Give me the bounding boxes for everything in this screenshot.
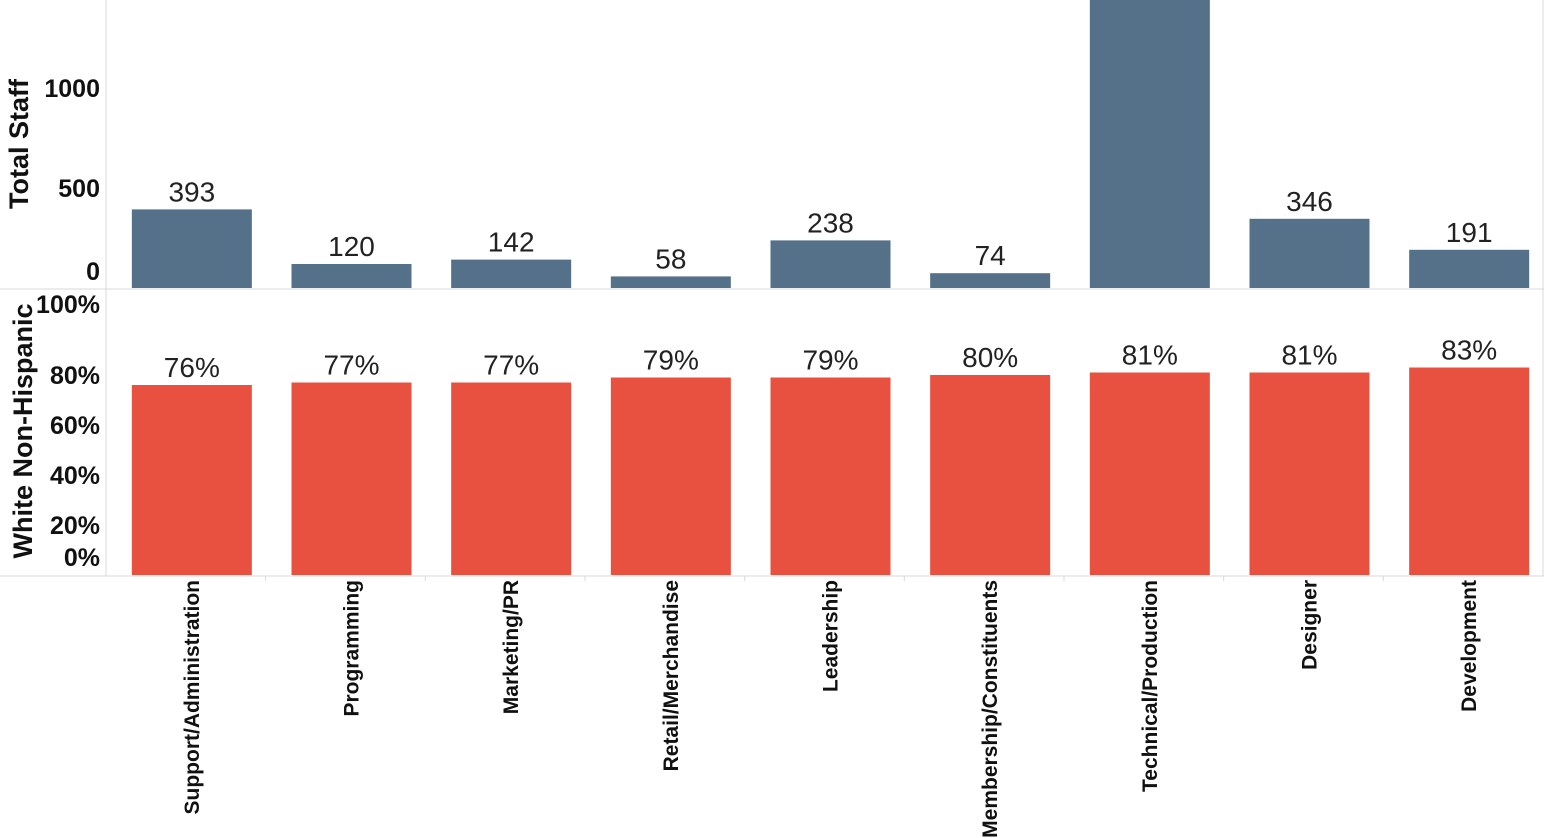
white-non-hispanic-bar (451, 382, 572, 575)
white-non-hispanic-tick-label: 80% (50, 362, 100, 390)
white-non-hispanic-data-label: 79% (643, 345, 699, 376)
total-staff-bar (610, 276, 731, 288)
total-staff-data-label: 142 (488, 227, 535, 258)
white-non-hispanic-tick-label: 100% (36, 291, 100, 319)
total-staff-bar (1409, 249, 1530, 288)
total-staff-data-label: 393 (168, 176, 215, 207)
white-non-hispanic-bar (610, 377, 731, 575)
white-non-hispanic-tick-label: 0% (64, 544, 100, 572)
category-label: Programming (341, 580, 364, 717)
white-non-hispanic-bar (1409, 367, 1530, 575)
category-label: Support/Administration (181, 580, 204, 815)
total-staff-bar (1089, 0, 1210, 289)
white-non-hispanic-tick-label: 40% (50, 462, 100, 490)
total-staff-data-label: 74 (975, 240, 1006, 271)
total-staff-data-label: 191 (1446, 217, 1493, 248)
white-non-hispanic-data-label: 79% (802, 345, 858, 376)
total-staff-bar (291, 264, 412, 288)
total-staff-axis-title: Total Staff (4, 78, 34, 209)
white-non-hispanic-bar (770, 377, 891, 575)
white-non-hispanic-tick-label: 60% (50, 412, 100, 440)
total-staff-tick-label: 0 (86, 258, 100, 286)
total-staff-tick-label: 1500 (44, 0, 100, 3)
category-label: Retail/Merchandise (660, 580, 683, 771)
category-label: Marketing/PR (500, 580, 523, 714)
white-non-hispanic-bar (1089, 372, 1210, 575)
white-non-hispanic-data-label: 77% (483, 350, 539, 381)
white-non-hispanic-bar (1249, 372, 1370, 575)
white-non-hispanic-bar (930, 375, 1051, 575)
white-non-hispanic-data-label: 81% (1122, 340, 1178, 371)
category-label: Development (1458, 580, 1481, 712)
category-label: Technical/Production (1139, 580, 1162, 792)
total-staff-data-label: 238 (807, 207, 854, 238)
total-staff-bar (451, 259, 572, 288)
total-staff-bar (930, 273, 1051, 288)
white-non-hispanic-axis-title: White Non-Hispanic (8, 304, 38, 559)
category-label: Membership/Constituents (979, 580, 1002, 838)
total-staff-data-label: 120 (328, 231, 375, 262)
total-staff-bar (770, 240, 891, 288)
white-non-hispanic-data-label: 83% (1441, 335, 1497, 366)
total-staff-tick-label: 500 (58, 175, 100, 203)
total-staff-panel: 0 500 1000 1500 Total Staff 393 120 142 58 238 74 1… (4, 0, 1530, 289)
category-axis: Support/Administration Programming Marketi… (181, 576, 1481, 838)
white-non-hispanic-data-label: 80% (962, 342, 1018, 373)
category-label: Leadership (820, 580, 843, 692)
white-non-hispanic-data-label: 81% (1281, 340, 1337, 371)
total-staff-bar (1249, 218, 1370, 288)
white-non-hispanic-bar (291, 382, 412, 575)
white-non-hispanic-data-label: 76% (164, 352, 220, 383)
total-staff-data-label: 346 (1286, 186, 1333, 217)
total-staff-data-label: 58 (655, 243, 686, 274)
white-non-hispanic-panel: 0% 20% 40% 60% 80% 100%White Non-Hispanic 76% 7… (8, 291, 1530, 575)
white-non-hispanic-data-label: 77% (323, 350, 379, 381)
total-staff-bar (131, 209, 252, 288)
white-non-hispanic-tick-label: 20% (50, 512, 100, 540)
white-non-hispanic-bar (131, 385, 252, 575)
chart-frame (0, 0, 1544, 577)
category-label: Designer (1299, 580, 1322, 670)
total-staff-tick-label: 1000 (44, 75, 100, 103)
